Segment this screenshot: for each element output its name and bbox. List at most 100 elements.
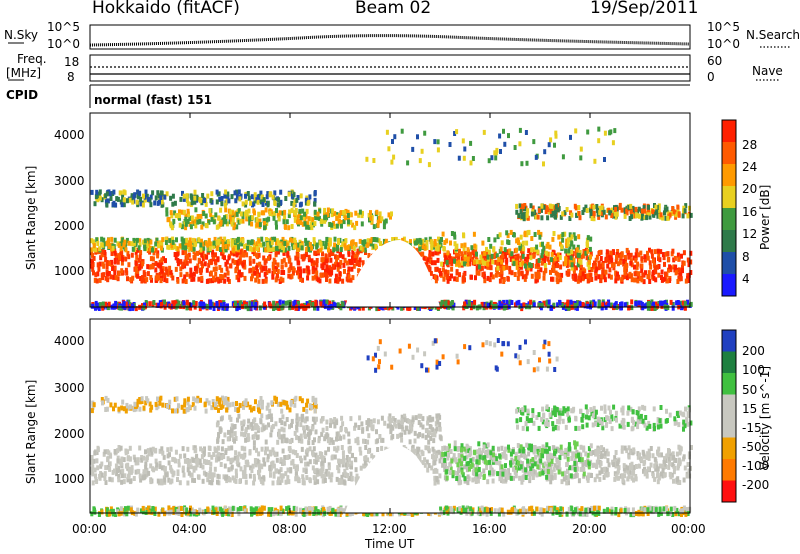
- power-cell: [334, 278, 338, 284]
- power-cell: [125, 237, 129, 243]
- power-cell: [264, 200, 268, 206]
- velocity-cell: [497, 446, 500, 452]
- power-cell: [159, 190, 163, 196]
- power-cell: [640, 208, 644, 214]
- power-cell: [687, 272, 691, 278]
- power-cell: [241, 238, 245, 244]
- power-cell: [424, 263, 428, 269]
- power-cell: [171, 300, 175, 306]
- power-cell: [98, 189, 102, 195]
- power-cell: [462, 305, 466, 311]
- velocity-cell: [134, 460, 138, 466]
- power-cell: [534, 271, 538, 277]
- velocity-cell: [678, 480, 682, 485]
- power-cell: [576, 262, 580, 268]
- power-cell: [603, 157, 606, 162]
- power-cell: [323, 207, 327, 213]
- power-cell: [268, 211, 272, 216]
- power-cell: [252, 266, 256, 272]
- power-cell: [583, 303, 587, 309]
- velocity-cell: [145, 469, 149, 475]
- power-cell: [570, 262, 574, 268]
- velocity-cell: [169, 446, 173, 452]
- power-cell: [219, 207, 223, 213]
- velocity-cell: [342, 479, 346, 485]
- power-cell: [313, 190, 317, 195]
- power-cell: [202, 211, 206, 216]
- velocity-cell: [285, 455, 289, 460]
- power-cell: [176, 303, 179, 309]
- power-cell: [360, 221, 364, 227]
- power-cell: [256, 199, 260, 205]
- power-cell: [599, 278, 603, 284]
- velocity-cell: [142, 475, 146, 481]
- power-cell: [140, 278, 144, 284]
- velocity-cell: [380, 445, 384, 451]
- power-cell: [428, 250, 432, 255]
- power-cell: [605, 249, 609, 255]
- velocity-cell: [320, 465, 324, 470]
- velocity-cell: [424, 445, 428, 451]
- power-cell: [146, 264, 150, 270]
- power-cell: [182, 238, 186, 244]
- power-cell: [532, 302, 536, 308]
- power-cell: [314, 299, 318, 305]
- power-cell: [542, 161, 545, 167]
- power-cell: [345, 260, 349, 266]
- power-cell: [195, 268, 198, 274]
- velocity-cell: [486, 449, 490, 455]
- power-cell: [272, 257, 276, 263]
- power-cell: [255, 273, 259, 279]
- power-cell: [91, 252, 94, 258]
- power-cell: [156, 250, 160, 256]
- power-cell: [257, 238, 261, 244]
- power-cell: [289, 265, 293, 270]
- power-cell: [106, 305, 110, 311]
- power-cell: [250, 301, 254, 307]
- power-cell: [302, 215, 306, 221]
- power-cell: [462, 232, 465, 238]
- power-cell: [262, 255, 266, 261]
- power-cell: [667, 267, 670, 273]
- power-cell: [153, 200, 157, 206]
- power-cell: [616, 249, 620, 254]
- power-cell: [238, 249, 242, 255]
- power-cell: [556, 279, 560, 285]
- velocity-cell: [503, 468, 507, 474]
- power-cell: [572, 244, 576, 250]
- power-cell: [266, 244, 270, 250]
- power-cell: [255, 246, 259, 251]
- power-cell: [544, 250, 548, 256]
- power-cell: [445, 259, 449, 265]
- velocity-cell: [280, 477, 284, 483]
- velocity-cell: [606, 458, 610, 464]
- velocity-cell: [647, 455, 651, 461]
- velocity-cb-tick-m50: -50: [742, 440, 762, 454]
- power-cell: [148, 264, 152, 270]
- power-cell: [151, 190, 155, 196]
- velocity-cell: [93, 450, 97, 456]
- power-cell: [267, 255, 270, 261]
- power-cell: [282, 250, 286, 256]
- velocity-cell: [613, 455, 617, 461]
- power-cell: [533, 210, 536, 216]
- power-cell: [500, 303, 504, 309]
- power-cell: [390, 211, 393, 217]
- power-cell: [680, 253, 683, 259]
- power-cell: [136, 189, 140, 195]
- power-cell: [339, 252, 342, 257]
- power-cell: [441, 231, 445, 237]
- power-cell: [302, 305, 306, 311]
- power-cell: [310, 225, 314, 231]
- velocity-cell: [654, 461, 658, 467]
- power-cell: [184, 279, 188, 284]
- velocity-cell: [119, 469, 123, 475]
- power-cell: [221, 217, 225, 223]
- power-cell: [369, 215, 373, 221]
- power-cell: [570, 249, 574, 255]
- power-cell: [220, 201, 224, 207]
- power-cell: [134, 249, 138, 255]
- power-cell: [672, 257, 676, 263]
- velocity-cell: [92, 458, 96, 464]
- power-cell: [226, 276, 230, 282]
